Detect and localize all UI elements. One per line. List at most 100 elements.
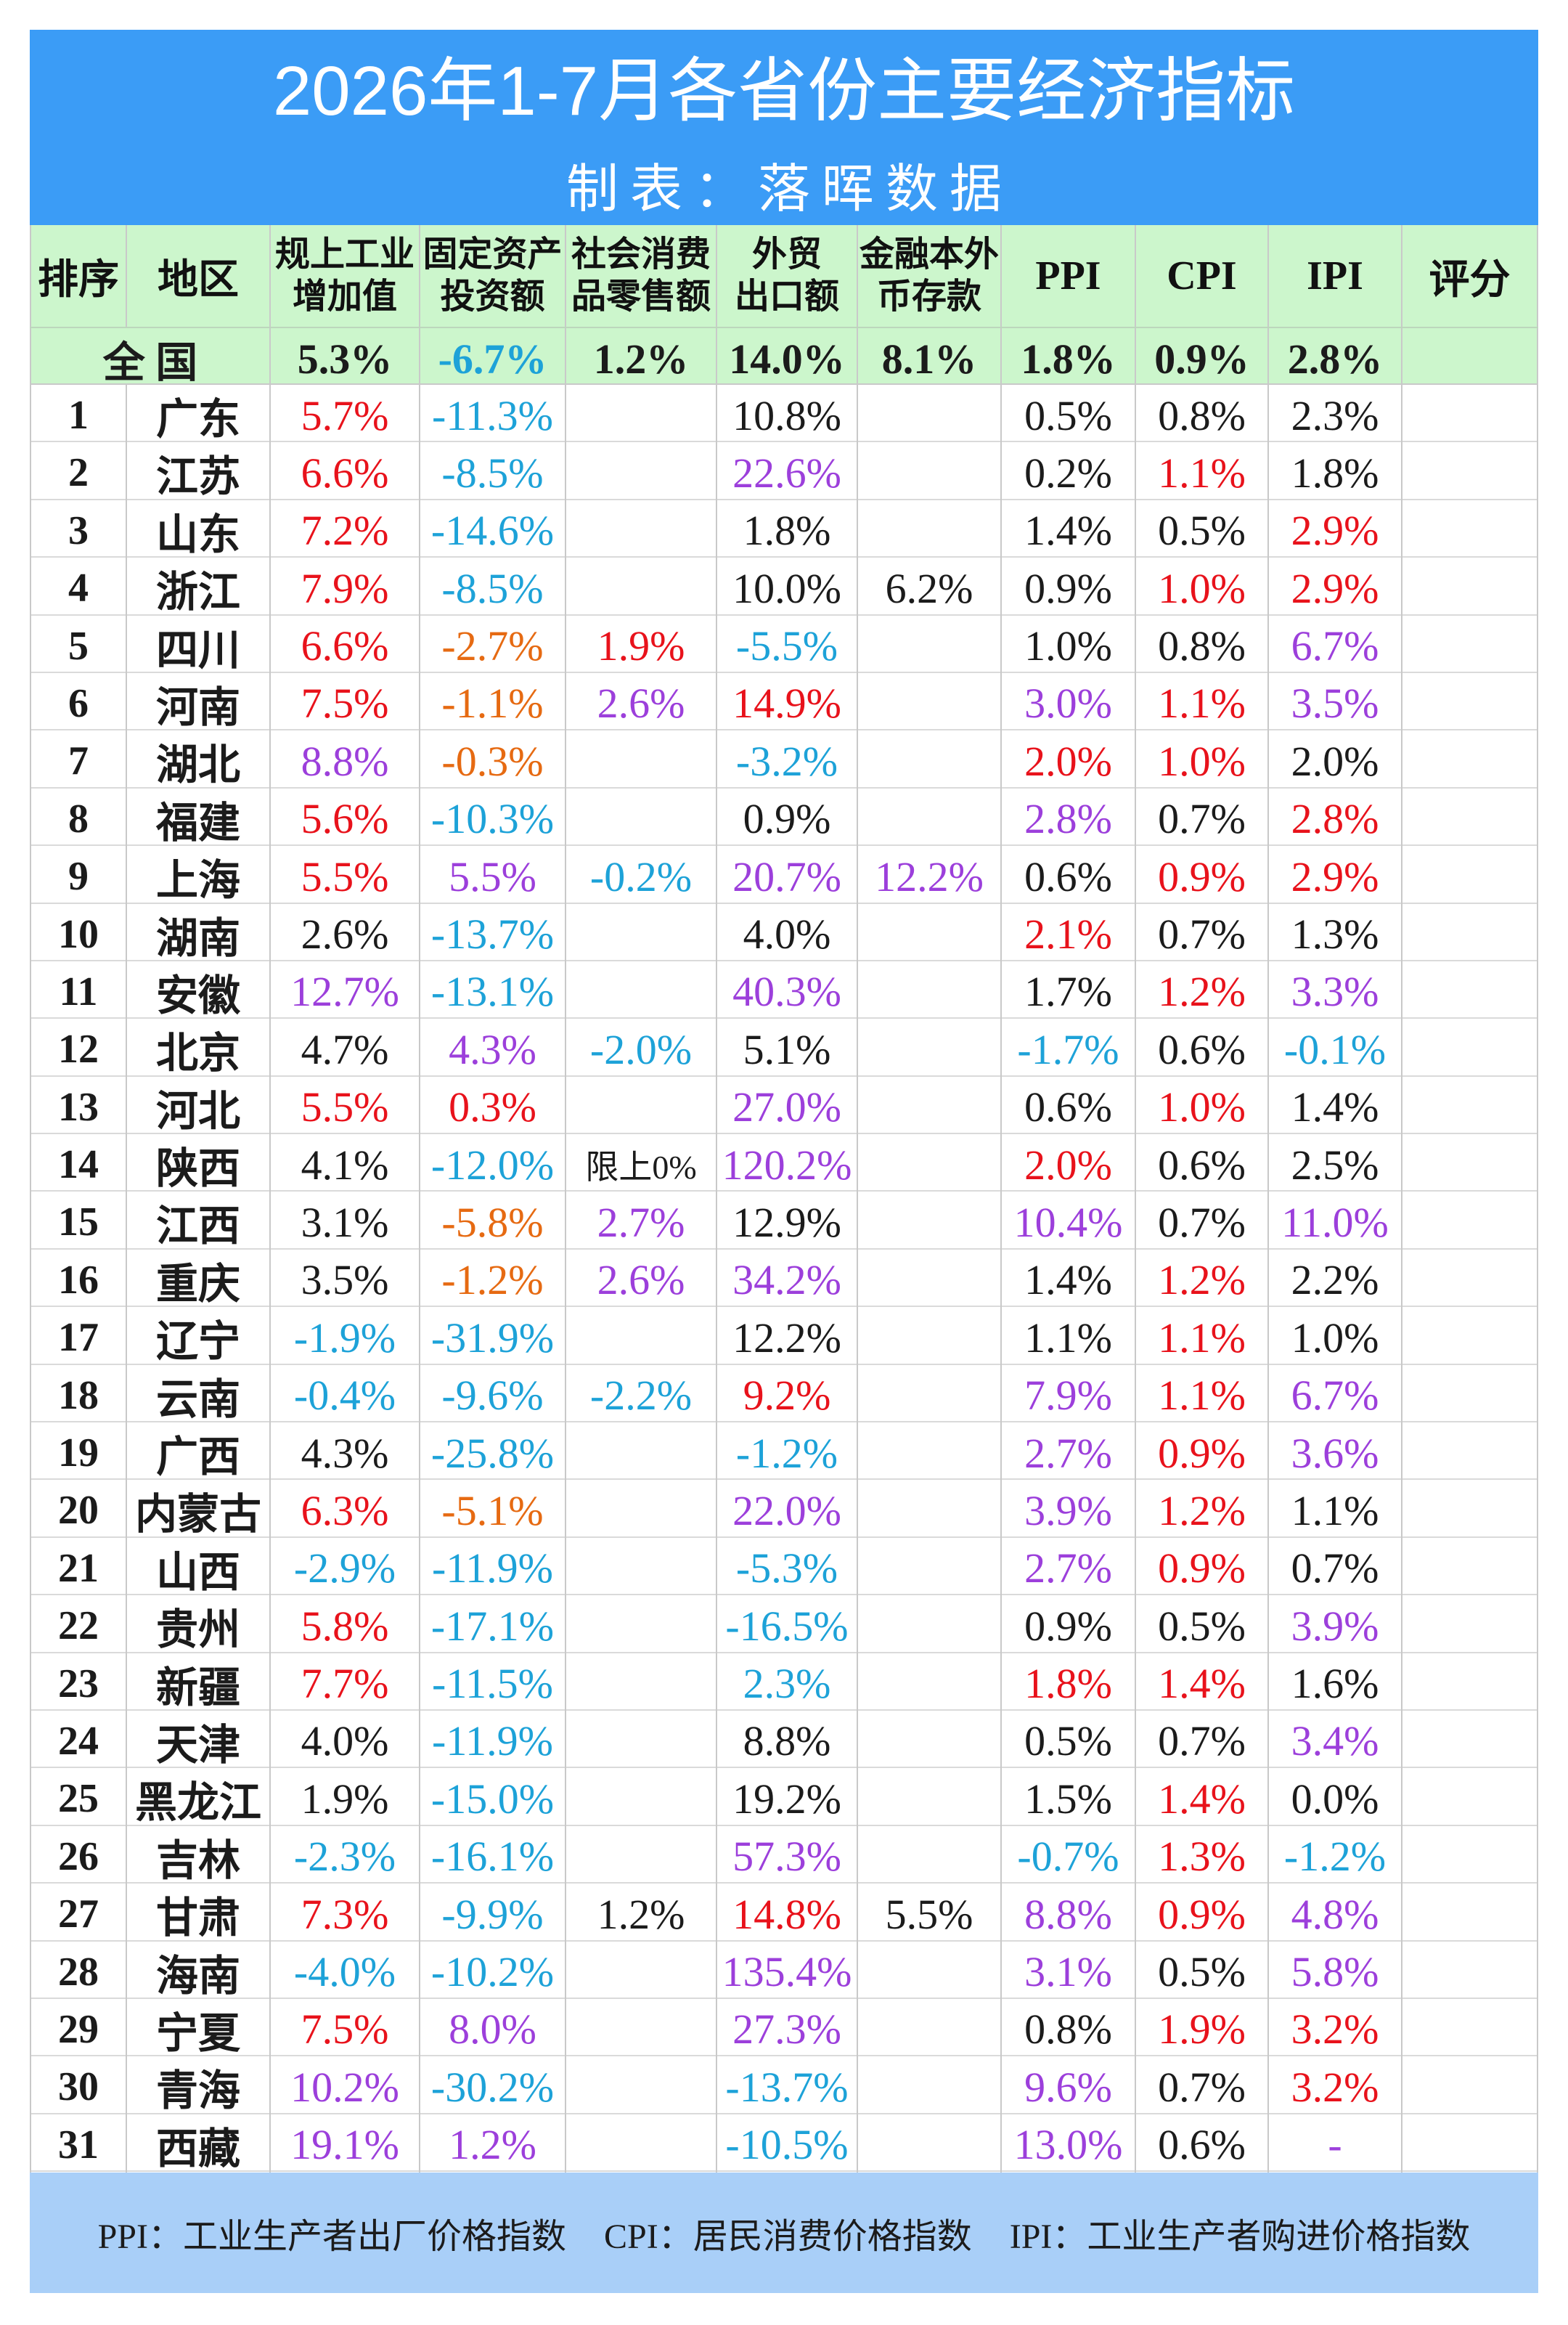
- cell-rank: 18: [30, 1364, 127, 1426]
- cell-region: 山东: [127, 500, 271, 561]
- cell-export-value: 2.3%: [717, 1653, 858, 1714]
- cell-deposits: [858, 1595, 1002, 1657]
- cell-region: 安徽: [127, 961, 271, 1022]
- table-row: 30 青海 10.2% -30.2% -13.7% 9.6% 0.7% 3.2%: [30, 2056, 1538, 2118]
- indicator-table: 排序 地区 规上工业 增加值 固定资产 投资额 社会消费 品零售额 外贸 出口额 金融本…: [30, 225, 1538, 2175]
- cell-rank: 7: [30, 730, 127, 792]
- cell-ipi: 4.8%: [1269, 1884, 1402, 1945]
- table-row: 28 海南 -4.0% -10.2% 135.4% 3.1% 0.5% 5.8%: [30, 1941, 1538, 2003]
- cell-fixed-asset-investment: -15.0%: [420, 1768, 566, 1830]
- cell-rank: 29: [30, 1998, 127, 2060]
- cell-deposits: [858, 1076, 1002, 1138]
- cell-industrial-value-added: 7.9%: [271, 558, 420, 619]
- cell-retail-sales: [566, 1710, 717, 1772]
- header-label-line: 币存款: [876, 277, 981, 316]
- cell-industrial-value-added: 6.6%: [271, 442, 420, 504]
- cell-fixed-asset-investment: -25.8%: [420, 1422, 566, 1484]
- cell-region: 甘肃: [127, 1884, 271, 1945]
- cell-cpi: 1.2%: [1136, 1249, 1269, 1311]
- cell-rank: 6: [30, 672, 127, 734]
- cell-retail-sales: [566, 730, 717, 792]
- cell-retail-sales: [566, 1595, 717, 1657]
- cell-cpi: 0.5%: [1136, 1941, 1269, 2003]
- cell-cpi: 1.3%: [1136, 1825, 1269, 1887]
- cell-export-value: 9.2%: [717, 1364, 858, 1426]
- header-fixed-asset-investment: 固定资产 投资额: [420, 225, 566, 327]
- cell-score: [1402, 2114, 1538, 2175]
- cell-fixed-asset-investment: -13.7%: [420, 903, 566, 965]
- header-label-line: 外贸: [751, 235, 822, 274]
- cell-ipi: 3.6%: [1269, 1422, 1402, 1484]
- cell-rank: 25: [30, 1768, 127, 1830]
- header-ppi: PPI: [1002, 225, 1136, 327]
- table-row: 16 重庆 3.5% -1.2% 2.6% 34.2% 1.4% 1.2% 2.2%: [30, 1249, 1538, 1311]
- header-cpi: CPI: [1136, 225, 1269, 327]
- cell-ppi: 0.9%: [1002, 1595, 1136, 1657]
- cell-region: 内蒙古: [127, 1480, 271, 1542]
- cell-cpi: 0.9%: [1136, 1884, 1269, 1945]
- cell-fixed-asset-investment: -1.2%: [420, 1249, 566, 1311]
- cell-cpi: 0.9%: [1136, 1422, 1269, 1484]
- cell-cpi: 1.2%: [1136, 961, 1269, 1022]
- table-row: 8 福建 5.6% -10.3% 0.9% 2.8% 0.7% 2.8%: [30, 788, 1538, 850]
- cell-fixed-asset-investment: -0.3%: [420, 730, 566, 792]
- cell-region: 贵州: [127, 1595, 271, 1657]
- cell-cpi: 0.9%: [1136, 846, 1269, 908]
- cell-industrial-value-added: 7.7%: [271, 1653, 420, 1714]
- national-cpi: 0.9%: [1136, 328, 1269, 389]
- cell-ipi: 3.9%: [1269, 1595, 1402, 1657]
- cell-fixed-asset-investment: -12.0%: [420, 1134, 566, 1196]
- cell-score: [1402, 1422, 1538, 1484]
- cell-ppi: 9.6%: [1002, 2056, 1136, 2118]
- header-ipi: IPI: [1269, 225, 1402, 327]
- table-row: 19 广西 4.3% -25.8% -1.2% 2.7% 0.9% 3.6%: [30, 1422, 1538, 1484]
- cell-industrial-value-added: 2.6%: [271, 903, 420, 965]
- table-row: 7 湖北 8.8% -0.3% -3.2% 2.0% 1.0% 2.0%: [30, 730, 1538, 792]
- cell-score: [1402, 1076, 1538, 1138]
- cell-deposits: [858, 961, 1002, 1022]
- cell-fixed-asset-investment: -13.1%: [420, 961, 566, 1022]
- cell-ppi: 7.9%: [1002, 1364, 1136, 1426]
- cell-fixed-asset-investment: 5.5%: [420, 846, 566, 908]
- cell-deposits: [858, 1364, 1002, 1426]
- cell-cpi: 1.9%: [1136, 1998, 1269, 2060]
- table-row: 12 北京 4.7% 4.3% -2.0% 5.1% -1.7% 0.6% -0.1%: [30, 1019, 1538, 1080]
- cell-score: [1402, 1825, 1538, 1887]
- cell-ipi: 0.7%: [1269, 1537, 1402, 1599]
- cell-export-value: 5.1%: [717, 1019, 858, 1080]
- cell-retail-sales: [566, 1076, 717, 1138]
- cell-score: [1402, 961, 1538, 1022]
- cell-cpi: 0.6%: [1136, 2114, 1269, 2175]
- cell-deposits: [858, 1768, 1002, 1830]
- cell-cpi: 0.9%: [1136, 1537, 1269, 1599]
- cell-ppi: -1.7%: [1002, 1019, 1136, 1080]
- cell-ipi: 1.1%: [1269, 1480, 1402, 1542]
- cell-score: [1402, 846, 1538, 908]
- cell-industrial-value-added: -2.9%: [271, 1537, 420, 1599]
- cell-fixed-asset-investment: 4.3%: [420, 1019, 566, 1080]
- cell-ppi: 0.9%: [1002, 558, 1136, 619]
- cell-export-value: -5.5%: [717, 615, 858, 677]
- cell-ipi: 6.7%: [1269, 615, 1402, 677]
- cell-industrial-value-added: 7.5%: [271, 1998, 420, 2060]
- cell-ipi: 2.3%: [1269, 385, 1402, 446]
- table-row: 1 广东 5.7% -11.3% 10.8% 0.5% 0.8% 2.3%: [30, 385, 1538, 446]
- cell-rank: 28: [30, 1941, 127, 2003]
- header-retail-sales: 社会消费 品零售额: [566, 225, 717, 327]
- cell-rank: 11: [30, 961, 127, 1022]
- cell-ipi: 2.5%: [1269, 1134, 1402, 1196]
- cell-ppi: 1.4%: [1002, 500, 1136, 561]
- cell-retail-sales: [566, 2114, 717, 2175]
- cell-export-value: 34.2%: [717, 1249, 858, 1311]
- cell-cpi: 0.5%: [1136, 1595, 1269, 1657]
- cell-industrial-value-added: 12.7%: [271, 961, 420, 1022]
- cell-cpi: 0.7%: [1136, 1192, 1269, 1253]
- header-export-value: 外贸 出口额: [717, 225, 858, 327]
- national-deposits: 8.1%: [858, 328, 1002, 389]
- cell-retail-sales: [566, 1480, 717, 1542]
- cell-fixed-asset-investment: -5.1%: [420, 1480, 566, 1542]
- cell-retail-sales: [566, 2056, 717, 2118]
- cell-region: 河北: [127, 1076, 271, 1138]
- cell-score: [1402, 558, 1538, 619]
- cell-ipi: -1.2%: [1269, 1825, 1402, 1887]
